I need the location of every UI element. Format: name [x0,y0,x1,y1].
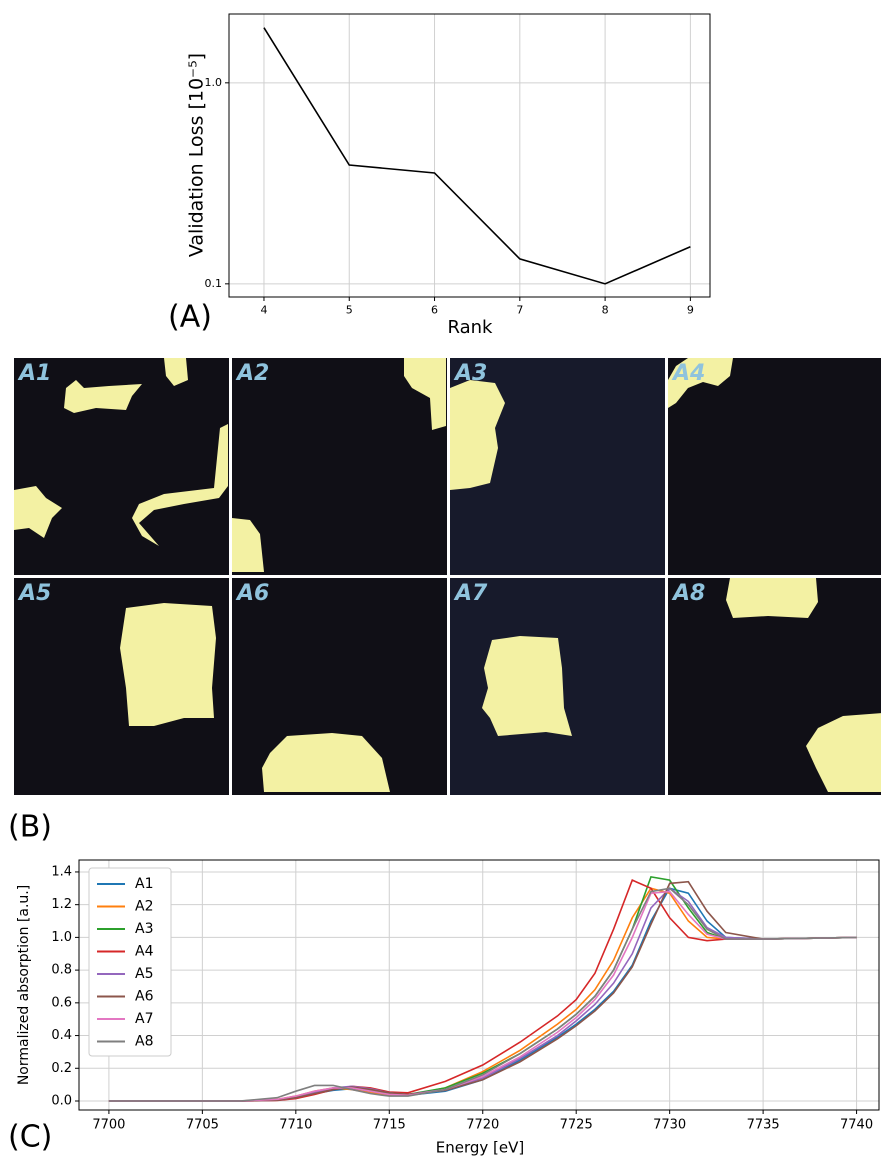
y-tick-label: 0.8 [51,963,72,978]
panel-label: (C) [8,1120,52,1155]
tile-label: A6 [235,581,269,606]
tile-label: A7 [453,581,488,606]
image-tile: A4 [668,358,881,575]
x-tick-label: 6 [431,304,438,317]
page: 4 5 6 7 8 9 0.1 1.0 Rank Validation Loss [10⁻⁵] (A… [0,0,881,1158]
tile-label: A5 [17,581,51,606]
legend-label: A6 [135,989,154,1005]
x-tick-label: 7725 [560,1118,593,1133]
x-tick-label: 9 [687,304,694,317]
x-tick-label: 7720 [466,1118,499,1133]
image-tile: A2 [232,358,447,575]
image-tile: A5 [14,578,229,795]
y-axis-label: Normalized absorption [a.u.] [16,885,32,1085]
x-tick-label: 7 [516,304,523,317]
y-tick-label: 0.2 [51,1061,72,1076]
particle-region [482,636,572,736]
legend-label: A1 [135,876,153,892]
x-tick-label: 7740 [840,1118,873,1133]
tile-label: A3 [453,361,487,386]
legend-label: A7 [135,1011,153,1027]
image-tile: A3 [450,358,665,575]
image-tile: A7 [450,578,665,795]
figure: 4 5 6 7 8 9 0.1 1.0 Rank Validation Loss [10⁻⁵] (A… [0,0,881,1158]
x-tick-label: 7700 [92,1118,125,1133]
y-axis-label: Validation Loss [10⁻⁵] [186,53,208,257]
x-tick-label: 4 [260,304,267,317]
x-tick-label: 7730 [653,1118,686,1133]
x-axis-label: Energy [eV] [436,1139,524,1157]
x-axis-label: Rank [448,317,494,338]
x-tick-label: 7710 [279,1118,312,1133]
y-tick-label: 0.4 [51,1028,72,1043]
image-tile: A1 [14,358,229,575]
legend-label: A4 [135,944,154,960]
x-tick-label: 7705 [186,1118,219,1133]
x-tick-label: 7715 [373,1118,406,1133]
y-tick-label: 1.4 [51,864,72,879]
y-tick-label: 0.1 [205,277,223,290]
y-tick-label: 1.2 [51,897,72,912]
tile-label: A4 [671,361,705,386]
legend-box [89,868,171,1056]
legend-label: A8 [135,1034,153,1050]
data-line [264,28,690,284]
particle-region [120,603,216,726]
legend-label: A5 [135,966,153,982]
particle-region [726,578,818,618]
y-tick-label: 1.0 [51,930,72,945]
image-tile: A6 [232,578,447,795]
tile-label: A8 [671,581,705,606]
plot-frame [229,14,710,297]
x-tick-label: 8 [602,304,609,317]
tile-background [232,358,447,575]
panel-label: (B) [8,810,52,845]
image-tile: A8 [668,578,881,795]
x-tick-label: 5 [346,304,353,317]
y-tick-label: 0.0 [51,1094,72,1109]
tile-label: A2 [235,361,269,386]
tile-background [668,358,881,575]
legend-label: A3 [135,921,153,937]
tile-label: A1 [17,361,51,386]
legend-label: A2 [135,899,153,915]
panel-label: (A) [168,300,212,335]
y-tick-label: 0.6 [51,995,72,1010]
x-tick-label: 7735 [747,1118,780,1133]
